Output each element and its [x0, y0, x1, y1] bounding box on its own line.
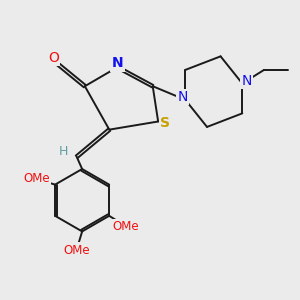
Text: O: O [48, 51, 59, 65]
Text: OMe: OMe [112, 220, 139, 233]
Text: N: N [112, 56, 123, 70]
Text: OMe: OMe [63, 244, 90, 257]
Text: N: N [241, 74, 252, 88]
Text: OMe: OMe [23, 172, 50, 185]
Text: N: N [177, 90, 188, 104]
Text: S: S [160, 116, 170, 130]
Text: H: H [58, 145, 68, 158]
